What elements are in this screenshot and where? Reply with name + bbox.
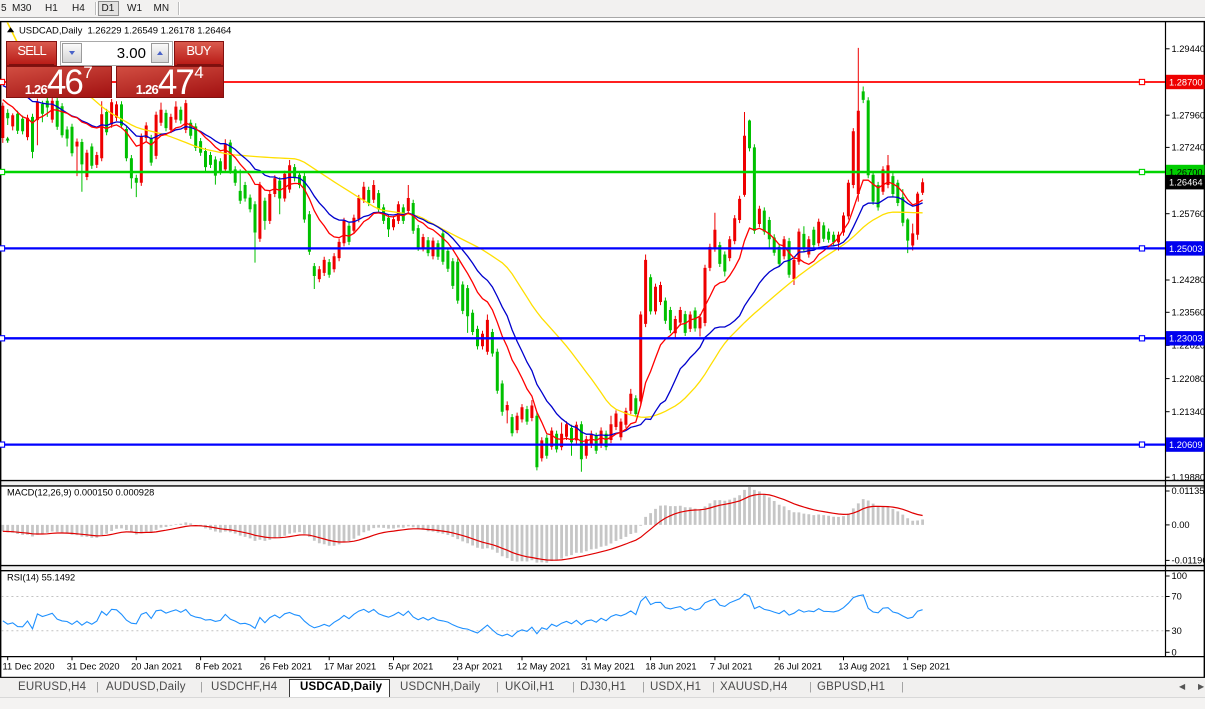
svg-text:26 Jul 2021: 26 Jul 2021 [774,662,822,672]
svg-text:5 Apr 2021: 5 Apr 2021 [388,662,433,672]
svg-text:18 Jun 2021: 18 Jun 2021 [645,662,696,672]
svg-text:7 Jul 2021: 7 Jul 2021 [710,662,753,672]
svg-text:1.23003: 1.23003 [1169,334,1203,344]
svg-text:1.21340: 1.21340 [1172,407,1205,417]
svg-text:30: 30 [1172,626,1182,636]
svg-text:31 Dec 2020: 31 Dec 2020 [67,662,120,672]
svg-text:1.27240: 1.27240 [1172,143,1205,153]
svg-text:17 Mar 2021: 17 Mar 2021 [324,662,376,672]
svg-text:70: 70 [1172,592,1182,602]
svg-text:11 Dec 2020: 11 Dec 2020 [3,662,55,672]
svg-text:USDCAD,Daily 1.26229 1.26549: USDCAD,Daily 1.26229 1.26549 1.26178 1.2… [19,26,231,37]
svg-text:1 Sep 2021: 1 Sep 2021 [903,662,951,672]
svg-text:1.27960: 1.27960 [1172,110,1205,120]
svg-text:1.20609: 1.20609 [1169,440,1203,450]
svg-text:31 May 2021: 31 May 2021 [581,662,635,672]
svg-text:1.23560: 1.23560 [1172,308,1205,318]
svg-text:23 Apr 2021: 23 Apr 2021 [453,662,503,672]
svg-text:MACD(12,26,9) 0.000150 0.00092: MACD(12,26,9) 0.000150 0.000928 [7,488,154,498]
svg-text:1.25003: 1.25003 [1169,244,1203,254]
svg-text:100: 100 [1172,571,1188,581]
svg-text:26 Feb 2021: 26 Feb 2021 [260,662,312,672]
svg-text:1.22080: 1.22080 [1172,374,1205,384]
svg-text:8 Feb 2021: 8 Feb 2021 [195,662,242,672]
svg-text:1.25760: 1.25760 [1172,209,1205,219]
svg-text:1.24280: 1.24280 [1172,275,1205,285]
svg-text:1.26464: 1.26464 [1169,178,1203,188]
svg-text:0.00: 0.00 [1172,520,1190,530]
svg-text:13 Aug 2021: 13 Aug 2021 [838,662,890,672]
svg-text:20 Jan 2021: 20 Jan 2021 [131,662,182,672]
svg-text:12 May 2021: 12 May 2021 [517,662,571,672]
svg-text:0: 0 [1172,648,1177,658]
svg-text:RSI(14) 55.1492: RSI(14) 55.1492 [7,573,75,583]
svg-text:1.29440: 1.29440 [1172,44,1205,54]
svg-text:0.01135: 0.01135 [1172,486,1205,496]
svg-text:1.19880: 1.19880 [1172,472,1205,482]
svg-text:-0.01190: -0.01190 [1172,556,1205,566]
svg-text:1.28700: 1.28700 [1169,77,1203,87]
